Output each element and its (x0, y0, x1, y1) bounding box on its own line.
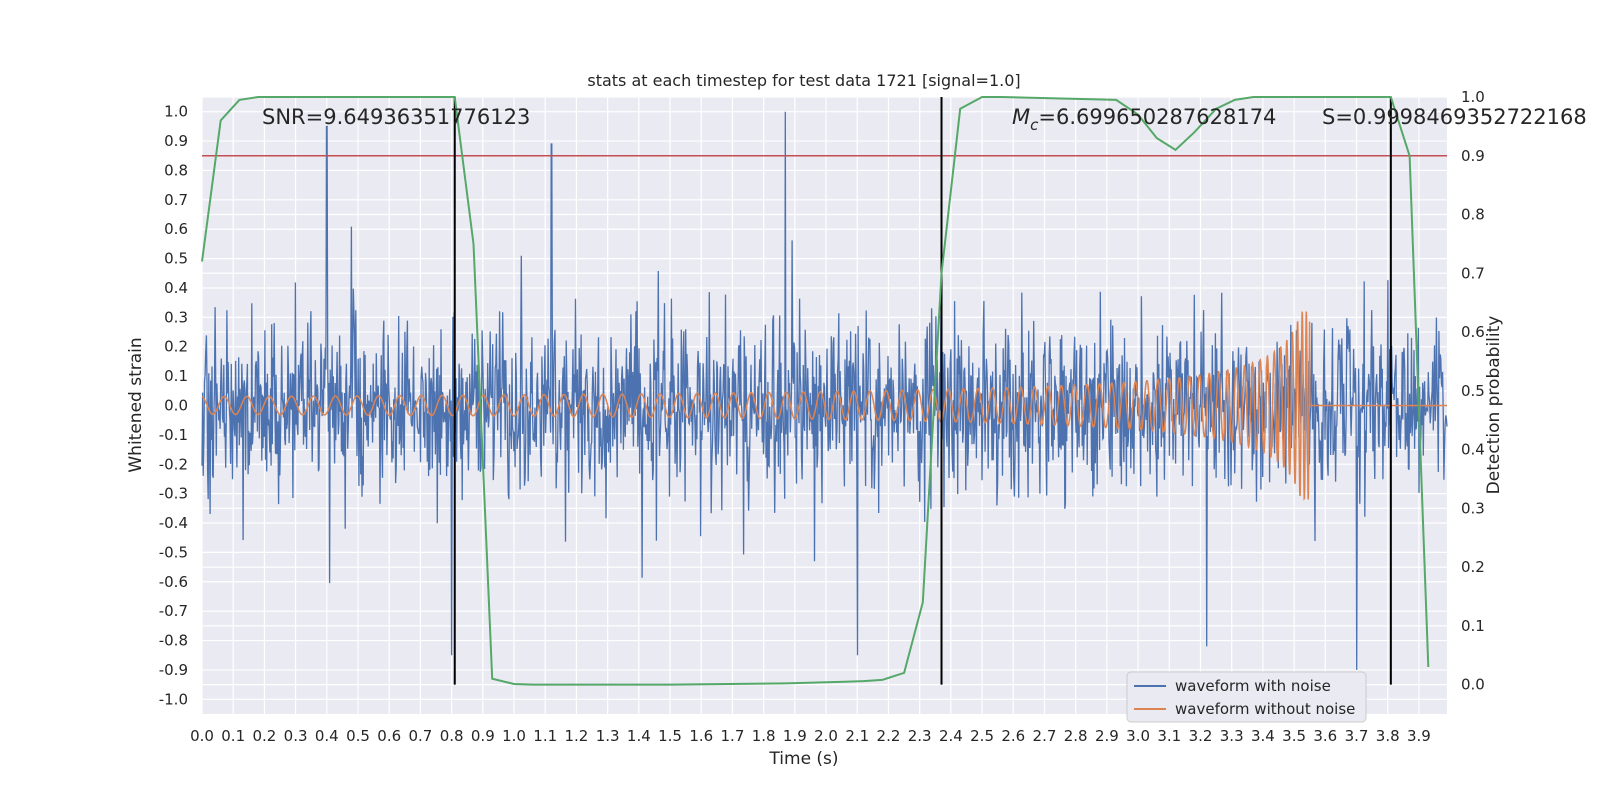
x-tick-label: 3.9 (1407, 727, 1431, 745)
y2-tick-label: 1.0 (1461, 88, 1485, 106)
x-tick-label: 3.0 (1126, 727, 1150, 745)
x-tick-label: 0.1 (221, 727, 245, 745)
x-tick-label: 2.4 (939, 727, 963, 745)
x-tick-label: 3.5 (1282, 727, 1306, 745)
x-tick-label: 1.4 (627, 727, 651, 745)
x-tick-label: 0.6 (377, 727, 401, 745)
x-tick-label: 2.5 (970, 727, 994, 745)
y-tick-label: -0.8 (159, 632, 188, 650)
y-tick-label: -0.2 (159, 455, 188, 473)
y-tick-label: -0.4 (159, 514, 188, 532)
x-tick-label: 2.8 (1064, 727, 1088, 745)
s-annotation: S=0.9998469352722168 (1322, 105, 1587, 129)
chirp-mass-annotation: Mc=6.699650287628174 (1012, 105, 1276, 134)
x-tick-label: 0.2 (252, 727, 276, 745)
x-tick-label: 3.6 (1313, 727, 1337, 745)
detection-probability-line (201, 96, 1430, 686)
y2-tick-label: 0.1 (1461, 617, 1485, 635)
y-tick-label: 0.5 (164, 250, 188, 268)
x-tick-label: 0.5 (346, 727, 370, 745)
x-tick-label: 2.6 (1001, 727, 1025, 745)
y-tick-label: 1.0 (164, 103, 188, 121)
x-tick-label: 0.7 (408, 727, 432, 745)
y-axis-ticks: 1.0 0.9 0.8 0.7 0.6 0.5 0.4 0.3 0.2 0.1 0.0 -0.1 -0.… (159, 103, 188, 709)
y2-tick-label: 0.4 (1461, 441, 1485, 459)
y-tick-label: 0.1 (164, 367, 188, 385)
y2-tick-label: 0.7 (1461, 264, 1485, 282)
x-axis-label: Time (s) (768, 749, 838, 769)
chirp-series-group (201, 311, 1447, 501)
y2-tick-label: 0.8 (1461, 206, 1485, 224)
x-tick-label: 3.7 (1345, 727, 1369, 745)
chirp-mass-subscript: c (1030, 116, 1039, 134)
x-tick-label: 2.1 (845, 727, 869, 745)
y2-tick-label: 0.6 (1461, 323, 1485, 341)
y-tick-label: -0.5 (159, 543, 188, 561)
x-tick-label: 2.7 (1033, 727, 1057, 745)
chart-title: stats at each timestep for test data 172… (587, 71, 1020, 90)
x-tick-label: 3.4 (1251, 727, 1275, 745)
y2-tick-label: 0.0 (1461, 676, 1485, 694)
legend-box (1126, 671, 1367, 723)
x-tick-label: 0.4 (315, 727, 339, 745)
chirp-mass-symbol: M (1012, 105, 1030, 129)
x-tick-label: 0.0 (190, 727, 214, 745)
y-tick-label: -0.6 (159, 573, 188, 591)
y-axis-label: Whitened strain (126, 337, 146, 472)
x-tick-label: 1.0 (502, 727, 526, 745)
y-tick-label: -0.1 (159, 426, 188, 444)
legend-label-noise: waveform with noise (1175, 677, 1331, 695)
x-tick-label: 1.5 (658, 727, 682, 745)
y-tick-label: 0.0 (164, 397, 188, 415)
x-tick-label: 2.2 (877, 727, 901, 745)
x-tick-label: 2.9 (1095, 727, 1119, 745)
chirp-mass-value: =6.699650287628174 (1038, 105, 1276, 129)
x-tick-label: 1.2 (565, 727, 589, 745)
x-tick-label: 0.9 (471, 727, 495, 745)
x-tick-label: 3.3 (1220, 727, 1244, 745)
x-tick-label: 3.1 (1157, 727, 1181, 745)
y2-tick-label: 0.5 (1461, 382, 1485, 400)
x-tick-label: 1.9 (783, 727, 807, 745)
y-tick-label: 0.6 (164, 220, 188, 238)
legend: waveform with noise waveform without noi… (1126, 671, 1367, 723)
y-tick-label: 0.7 (164, 191, 188, 209)
y2-tick-label: 0.3 (1461, 499, 1485, 517)
snr-annotation: SNR=9.64936351776123 (262, 105, 530, 129)
grid-lines (201, 96, 1447, 714)
x-tick-label: 1.8 (752, 727, 776, 745)
y-tick-label: -0.3 (159, 485, 188, 503)
y2-axis-ticks: 1.0 0.9 0.8 0.7 0.6 0.5 0.4 0.3 0.2 0.1 0.0 (1461, 88, 1485, 694)
y-tick-label: 0.3 (164, 308, 188, 326)
x-tick-label: 3.2 (1189, 727, 1213, 745)
noise-series-group (201, 111, 1448, 670)
y-tick-label: 0.2 (164, 338, 188, 356)
y2-tick-label: 0.9 (1461, 147, 1485, 165)
x-tick-label: 1.1 (533, 727, 557, 745)
x-axis-ticks: 0.0 0.1 0.2 0.3 0.4 0.5 0.6 0.7 0.8 0.9 1.0 1.1 1.2 1… (190, 727, 1431, 745)
x-tick-label: 2.3 (908, 727, 932, 745)
x-tick-label: 0.8 (440, 727, 464, 745)
noise-waveform-line (201, 111, 1448, 670)
x-tick-label: 1.3 (596, 727, 620, 745)
x-tick-label: 3.8 (1376, 727, 1400, 745)
x-tick-label: 2.0 (814, 727, 838, 745)
noiseless-waveform-line (201, 311, 1447, 501)
y-tick-label: 0.9 (164, 132, 188, 150)
x-tick-label: 1.7 (721, 727, 745, 745)
x-tick-label: 0.3 (284, 727, 308, 745)
y-tick-label: 0.8 (164, 161, 188, 179)
y2-tick-label: 0.2 (1461, 558, 1485, 576)
y2-axis-label: Detection probability (1484, 316, 1504, 495)
y-tick-label: -0.9 (159, 661, 188, 679)
y-tick-label: 0.4 (164, 279, 188, 297)
legend-label-noiseless: waveform without noise (1175, 700, 1355, 718)
x-tick-label: 1.6 (689, 727, 713, 745)
y-tick-label: -1.0 (159, 690, 188, 708)
y-tick-label: -0.7 (159, 602, 188, 620)
